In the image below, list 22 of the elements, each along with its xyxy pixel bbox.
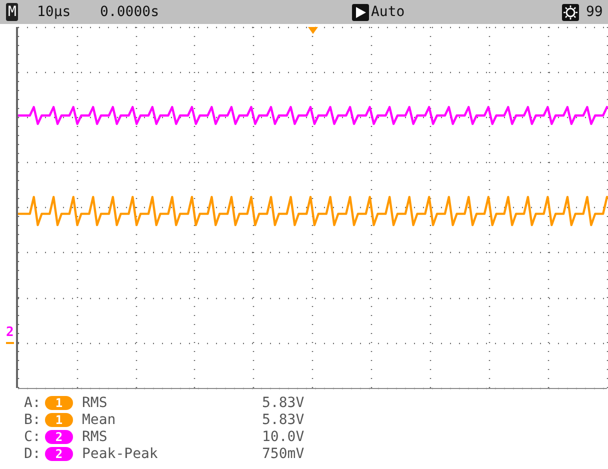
text: 0.0000s [100, 3, 160, 21]
text: Mean [82, 411, 116, 429]
text: 2 [55, 430, 63, 444]
text: Auto [371, 3, 405, 21]
text: M [6, 3, 18, 21]
text: 750mV [262, 445, 304, 463]
text: RMS [82, 394, 108, 412]
text: 10.0V [262, 428, 304, 446]
legend-label: 1 [45, 413, 73, 427]
text: B: [24, 411, 41, 429]
text: 99 [586, 3, 603, 21]
text: 10μs [37, 3, 71, 21]
text: 2 [6, 324, 14, 344]
text: C: [24, 428, 41, 446]
legend-label: 2 [45, 447, 73, 461]
text: 5.83V [262, 394, 304, 412]
text: RMS [82, 428, 108, 446]
text: 5.83V [262, 411, 304, 429]
text: Peak-Peak [82, 445, 158, 463]
text: A: [24, 394, 41, 412]
text: D: [24, 445, 41, 463]
text: 1 [55, 396, 63, 410]
